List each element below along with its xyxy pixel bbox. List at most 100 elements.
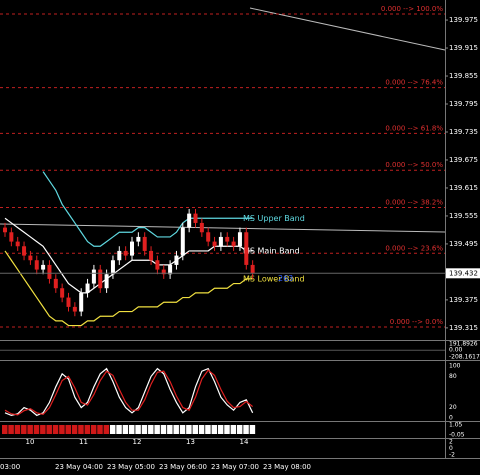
signal-block bbox=[21, 425, 27, 434]
y-tick-label: 139.735 bbox=[449, 128, 478, 136]
signal-block bbox=[8, 425, 14, 434]
panel-frames bbox=[0, 0, 480, 459]
fib-label: 0.000 --> 38.2% bbox=[385, 199, 443, 207]
candle-body bbox=[91, 269, 96, 284]
signal-block bbox=[109, 425, 116, 434]
counter-label: 263 bbox=[278, 274, 293, 283]
signal-block bbox=[198, 425, 205, 434]
candle-body bbox=[66, 297, 71, 307]
signal-block bbox=[179, 425, 186, 434]
y-tick-label: 139.915 bbox=[449, 44, 478, 52]
band-line bbox=[4, 217, 253, 294]
candle-body bbox=[206, 232, 211, 242]
signal-block bbox=[78, 425, 84, 434]
bar-count: 13 bbox=[186, 438, 195, 446]
candle-body bbox=[244, 232, 249, 265]
candle-body bbox=[9, 232, 14, 242]
candle-body bbox=[149, 250, 154, 261]
candle-body bbox=[130, 241, 134, 256]
y-tick-label: -2 bbox=[449, 452, 455, 459]
current-price-box bbox=[446, 268, 480, 279]
candle-body bbox=[60, 288, 65, 298]
signal-block bbox=[205, 425, 211, 434]
signal-block bbox=[186, 425, 192, 434]
y-tick-label: 20 bbox=[449, 404, 457, 411]
y-tick-label: -0.05 bbox=[449, 432, 465, 439]
fib-label: 0.000 --> 23.6% bbox=[385, 244, 443, 252]
candle-body bbox=[218, 236, 223, 247]
signal-block bbox=[192, 425, 198, 434]
band-label: MS Lower Band bbox=[243, 274, 305, 283]
y-tick-label: 139.615 bbox=[449, 184, 478, 192]
y-tick-label: 0 bbox=[449, 415, 453, 422]
y-tick-label: 139.675 bbox=[449, 156, 478, 164]
stochastic-line bbox=[4, 367, 254, 417]
signal-block bbox=[40, 425, 46, 434]
trend-lines bbox=[0, 7, 446, 233]
signal-block bbox=[236, 425, 243, 434]
signal-block bbox=[33, 425, 40, 434]
signal-block bbox=[154, 425, 160, 434]
candle-body bbox=[225, 236, 230, 242]
signal-block bbox=[217, 425, 224, 434]
candle-body bbox=[110, 260, 115, 275]
candle-body bbox=[53, 278, 58, 289]
y-tick-label: 0 bbox=[449, 445, 453, 452]
bar-count: 10 bbox=[26, 438, 35, 446]
signal-block bbox=[103, 425, 110, 434]
signal-block bbox=[90, 425, 97, 434]
candle-body bbox=[155, 260, 160, 270]
signal-block bbox=[97, 425, 103, 434]
y-tick-label: 139.555 bbox=[449, 212, 478, 220]
y-tick-label: 0.00 bbox=[449, 347, 463, 354]
candle-body bbox=[15, 241, 20, 247]
candle-body bbox=[142, 236, 147, 251]
bar-count: 12 bbox=[133, 438, 142, 446]
signal-block bbox=[167, 425, 173, 434]
y-tick-label: 139.375 bbox=[449, 296, 478, 304]
y-tick-label: 100 bbox=[449, 363, 461, 370]
fib-label: 0.000 --> 76.4% bbox=[385, 79, 443, 87]
time-label: 23 May 08:00 bbox=[263, 463, 311, 471]
signal-block bbox=[65, 425, 71, 434]
signal-block bbox=[148, 425, 154, 434]
signal-block bbox=[160, 425, 167, 434]
signal-block bbox=[224, 425, 230, 434]
candle-body bbox=[161, 269, 166, 275]
signal-block bbox=[116, 425, 122, 434]
y-tick-label: 1.05 bbox=[449, 422, 463, 429]
y-tick-label: 191.8926 bbox=[449, 341, 478, 348]
signal-block bbox=[84, 425, 91, 434]
candle-body bbox=[22, 246, 27, 256]
candle-body bbox=[104, 274, 109, 289]
candle-body bbox=[47, 264, 52, 279]
band-label: MS Main Band bbox=[243, 246, 300, 255]
fib-label: 0.000 --> 100.0% bbox=[381, 5, 443, 13]
candle-body bbox=[168, 264, 173, 275]
y-tick-label: 80 bbox=[449, 373, 457, 380]
candle-body bbox=[123, 250, 128, 256]
band-line bbox=[4, 250, 253, 327]
signal-block bbox=[46, 425, 52, 434]
signal-block bbox=[27, 425, 33, 434]
y-tick-label: 139.795 bbox=[449, 100, 478, 108]
signal-block bbox=[14, 425, 21, 434]
candle-body bbox=[180, 227, 185, 256]
candle-body bbox=[117, 250, 122, 261]
y-tick-label: 139.855 bbox=[449, 72, 478, 80]
signal-block bbox=[135, 425, 141, 434]
signal-block bbox=[59, 425, 65, 434]
candle-body bbox=[212, 241, 217, 247]
candle-body bbox=[98, 269, 103, 289]
candle-body bbox=[79, 292, 84, 312]
time-label: 23 May 06:00 bbox=[159, 463, 207, 471]
band-label: MS Upper Band bbox=[243, 214, 305, 223]
signal-block bbox=[243, 425, 249, 434]
signal-block bbox=[71, 425, 78, 434]
fib-label: 0.000 --> 50.0% bbox=[385, 161, 443, 169]
candle-body bbox=[3, 227, 7, 233]
candle-body bbox=[34, 260, 39, 270]
signal-block bbox=[129, 425, 135, 434]
